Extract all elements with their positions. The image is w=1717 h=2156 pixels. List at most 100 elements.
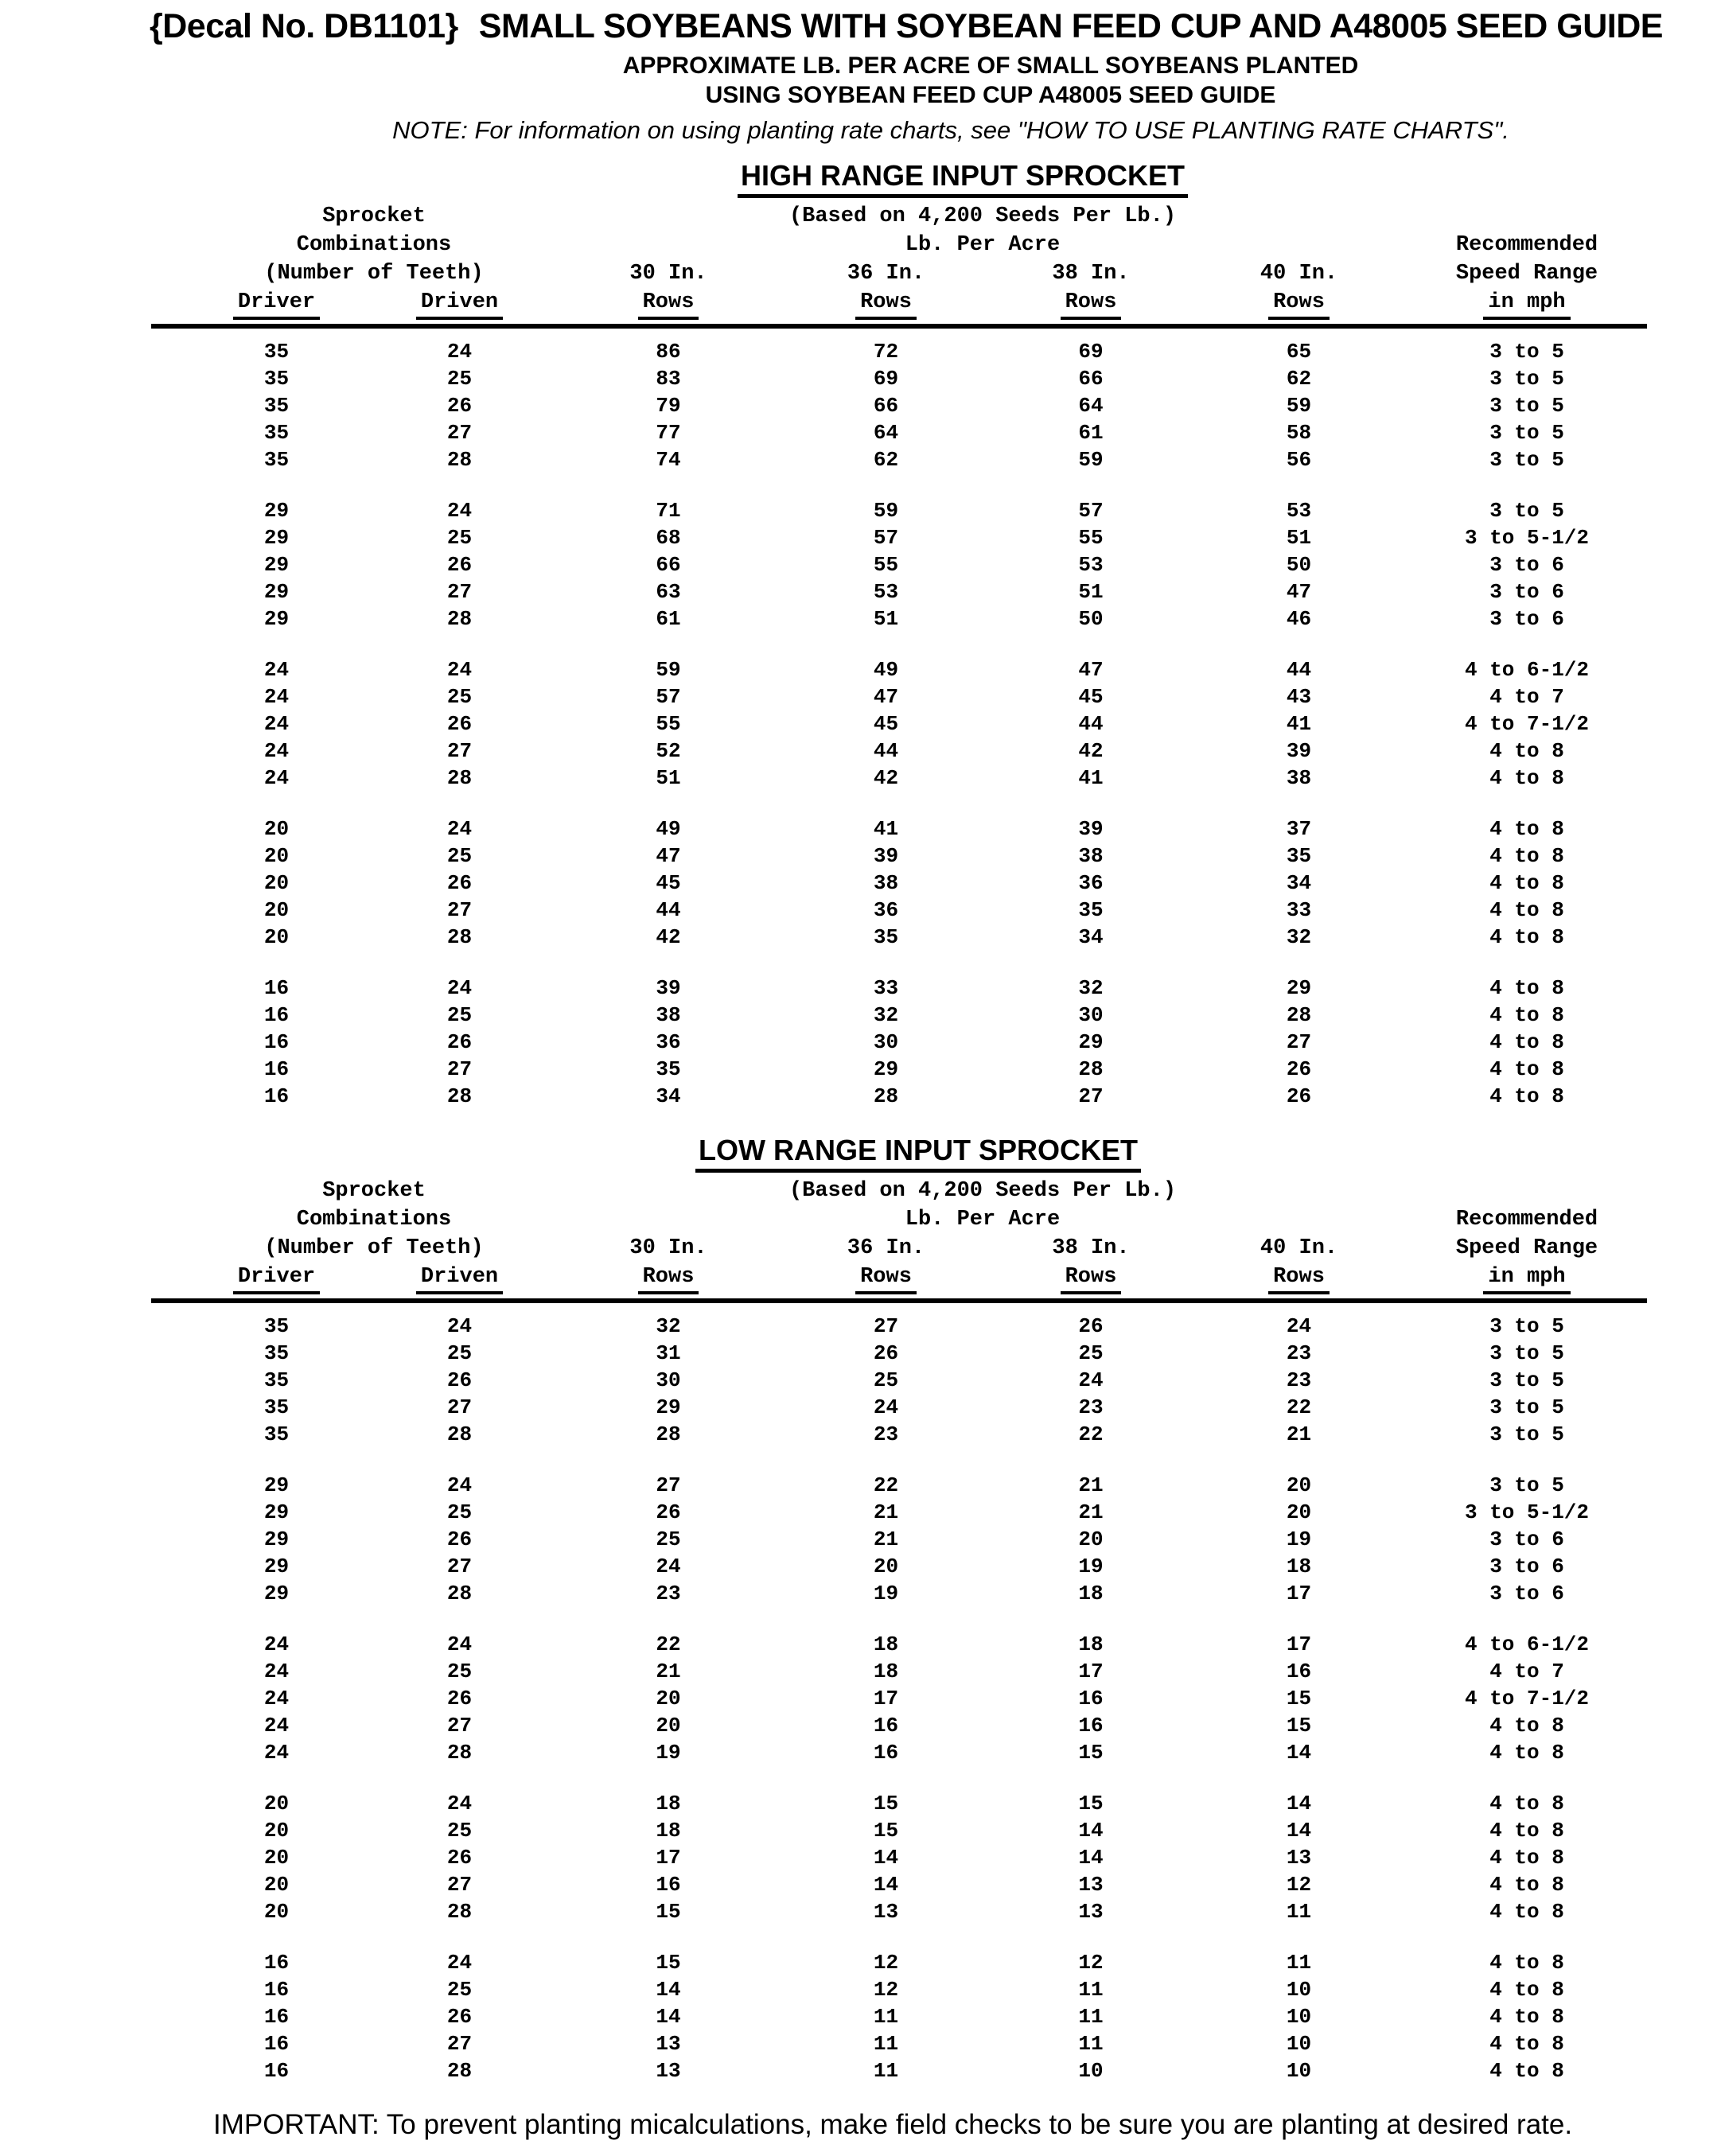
header-driven: Driven: [415, 1263, 504, 1294]
table-row: 35 24 32 27 26 24 3 to 5: [191, 1313, 1647, 1340]
table-cell: 27: [1286, 1030, 1312, 1054]
table-cell: 25: [446, 685, 473, 709]
table-cell: 4 to 8: [1489, 2032, 1564, 2056]
table-cell: 61: [656, 607, 681, 631]
table-cell: 30: [1078, 1003, 1104, 1027]
table-cell: 74: [656, 448, 681, 472]
table-cell: 25: [446, 1003, 473, 1027]
table-cell: 11: [873, 2005, 899, 2029]
table-cell: 4 to 7: [1489, 1660, 1564, 1683]
header-speed-range: Speed Range: [1455, 262, 1598, 286]
table-cell: 26: [446, 1030, 473, 1054]
header-40in: 40 In.: [1260, 1236, 1338, 1260]
table-cell: 29: [263, 1527, 290, 1551]
header-based-on: (Based on 4,200 Seeds Per Lb.): [788, 204, 1177, 228]
table-row: 29 25 26 21 21 20 3 to 5-1/2: [191, 1499, 1647, 1526]
table-cell: 23: [1286, 1368, 1312, 1392]
low-range-table-body: 35 24 32 27 26 24 3 to 5 35 25 31 26 25 23 3 to 5 35 26…: [191, 1313, 1647, 2084]
table-cell: 35: [1286, 844, 1312, 868]
header-recommended: Recommended: [1455, 233, 1598, 257]
table-row: 24 24 59 49 47 44 4 to 6-1/2: [191, 656, 1647, 683]
header-sprocket: Sprocket: [322, 1179, 426, 1203]
table-cell: 69: [1078, 340, 1104, 364]
table-cell: 28: [446, 1422, 473, 1446]
table-cell: 10: [1078, 2059, 1104, 2083]
table-cell: 45: [873, 712, 899, 736]
table-cell: 30: [873, 1030, 899, 1054]
table-cell: 24: [446, 1314, 473, 1338]
table-cell: 23: [656, 1582, 681, 1605]
table-cell: 26: [1078, 1314, 1104, 1338]
table-cell: 24: [446, 1633, 473, 1656]
table-cell: 20: [1286, 1500, 1312, 1524]
table-cell: 25: [446, 1341, 473, 1365]
table-cell: 29: [873, 1057, 899, 1081]
table-cell: 26: [1286, 1084, 1312, 1108]
table-cell: 43: [1286, 685, 1312, 709]
header-in-mph: in mph: [1483, 1263, 1571, 1294]
table-cell: 24: [446, 658, 473, 682]
table-cell: 17: [1286, 1582, 1312, 1605]
table-cell: 24: [446, 817, 473, 841]
table-cell: 28: [446, 607, 473, 631]
table-cell: 35: [263, 367, 290, 391]
sprocket-group: 35 24 86 72 69 65 3 to 5 35 25 83 69 66 62 3 to 5 35 26…: [191, 338, 1647, 473]
table-cell: 32: [1286, 925, 1312, 949]
table-cell: 3 to 6: [1489, 553, 1564, 577]
table-cell: 24: [446, 340, 473, 364]
table-cell: 27: [873, 1314, 899, 1338]
high-range-table-body: 35 24 86 72 69 65 3 to 5 35 25 83 69 66 62 3 to 5 35 26…: [191, 338, 1647, 1110]
table-cell: 20: [263, 844, 290, 868]
table-cell: 15: [1286, 1687, 1312, 1710]
table-row: 35 26 79 66 64 59 3 to 5: [191, 392, 1647, 419]
table-cell: 32: [1078, 976, 1104, 1000]
table-row: 35 28 28 23 22 21 3 to 5: [191, 1421, 1647, 1448]
table-cell: 38: [1078, 844, 1104, 868]
table-row: 20 25 47 39 38 35 4 to 8: [191, 843, 1647, 870]
table-cell: 65: [1286, 340, 1312, 364]
table-cell: 3 to 5-1/2: [1464, 1500, 1590, 1524]
header-recommended: Recommended: [1455, 1208, 1598, 1232]
table-cell: 51: [1078, 580, 1104, 604]
table-cell: 21: [656, 1660, 681, 1683]
table-cell: 24: [263, 766, 290, 790]
table-cell: 21: [873, 1500, 899, 1524]
table-cell: 16: [873, 1714, 899, 1738]
table-cell: 42: [1078, 739, 1104, 763]
table-cell: 28: [1078, 1057, 1104, 1081]
table-cell: 3 to 5-1/2: [1464, 526, 1590, 550]
table-cell: 18: [873, 1660, 899, 1683]
header-36in: 36 In.: [847, 1236, 925, 1260]
table-cell: 29: [263, 1555, 290, 1578]
table-cell: 10: [1286, 2032, 1312, 2056]
table-cell: 41: [1286, 712, 1312, 736]
table-cell: 13: [1078, 1900, 1104, 1924]
table-cell: 27: [446, 898, 473, 922]
table-cell: 16: [263, 2059, 290, 2083]
table-cell: 14: [873, 1846, 899, 1870]
table-cell: 26: [446, 1527, 473, 1551]
table-cell: 29: [263, 607, 290, 631]
table-cell: 35: [263, 1314, 290, 1338]
table-cell: 16: [263, 1978, 290, 2002]
table-cell: 15: [1078, 1741, 1104, 1765]
table-cell: 16: [263, 1951, 290, 1975]
table-cell: 21: [1078, 1500, 1104, 1524]
table-cell: 34: [1078, 925, 1104, 949]
table-cell: 35: [1078, 898, 1104, 922]
table-cell: 20: [263, 871, 290, 895]
table-cell: 15: [873, 1792, 899, 1815]
table-cell: 10: [1286, 1978, 1312, 2002]
table-cell: 4 to 8: [1489, 1714, 1564, 1738]
table-cell: 53: [873, 580, 899, 604]
high-range-section-title: HIGH RANGE INPUT SPROCKET: [208, 159, 1717, 198]
table-cell: 66: [1078, 367, 1104, 391]
table-cell: 55: [873, 553, 899, 577]
table-cell: 20: [263, 925, 290, 949]
table-cell: 28: [446, 925, 473, 949]
table-cell: 14: [1286, 1741, 1312, 1765]
table-cell: 35: [263, 340, 290, 364]
table-cell: 21: [1078, 1473, 1104, 1497]
table-cell: 33: [1286, 898, 1312, 922]
